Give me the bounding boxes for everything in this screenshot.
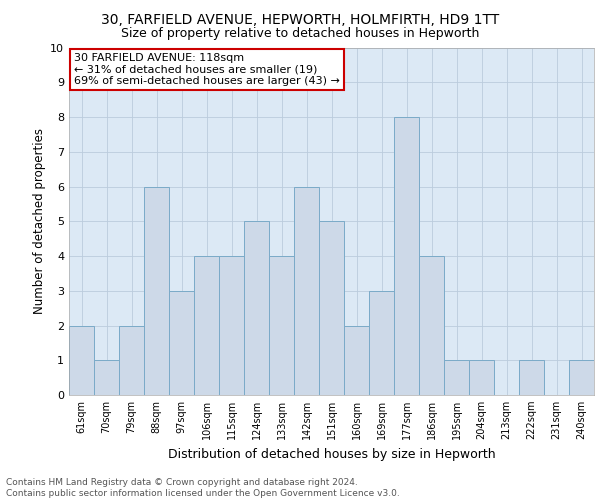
Bar xyxy=(369,291,394,395)
Bar xyxy=(219,256,244,395)
Bar xyxy=(394,117,419,395)
Bar xyxy=(144,186,169,395)
Bar xyxy=(444,360,469,395)
Bar xyxy=(269,256,294,395)
Bar xyxy=(244,221,269,395)
Bar xyxy=(469,360,494,395)
Text: 30, FARFIELD AVENUE, HEPWORTH, HOLMFIRTH, HD9 1TT: 30, FARFIELD AVENUE, HEPWORTH, HOLMFIRTH… xyxy=(101,12,499,26)
Bar xyxy=(194,256,219,395)
Bar xyxy=(319,221,344,395)
Bar xyxy=(419,256,444,395)
Bar xyxy=(344,326,369,395)
Bar xyxy=(169,291,194,395)
Text: Size of property relative to detached houses in Hepworth: Size of property relative to detached ho… xyxy=(121,28,479,40)
Bar xyxy=(69,326,94,395)
Bar xyxy=(94,360,119,395)
Text: Contains HM Land Registry data © Crown copyright and database right 2024.
Contai: Contains HM Land Registry data © Crown c… xyxy=(6,478,400,498)
Y-axis label: Number of detached properties: Number of detached properties xyxy=(33,128,46,314)
Bar xyxy=(569,360,594,395)
Bar xyxy=(294,186,319,395)
Bar xyxy=(119,326,144,395)
X-axis label: Distribution of detached houses by size in Hepworth: Distribution of detached houses by size … xyxy=(167,448,496,460)
Bar xyxy=(519,360,544,395)
Text: 30 FARFIELD AVENUE: 118sqm
← 31% of detached houses are smaller (19)
69% of semi: 30 FARFIELD AVENUE: 118sqm ← 31% of deta… xyxy=(74,52,340,86)
